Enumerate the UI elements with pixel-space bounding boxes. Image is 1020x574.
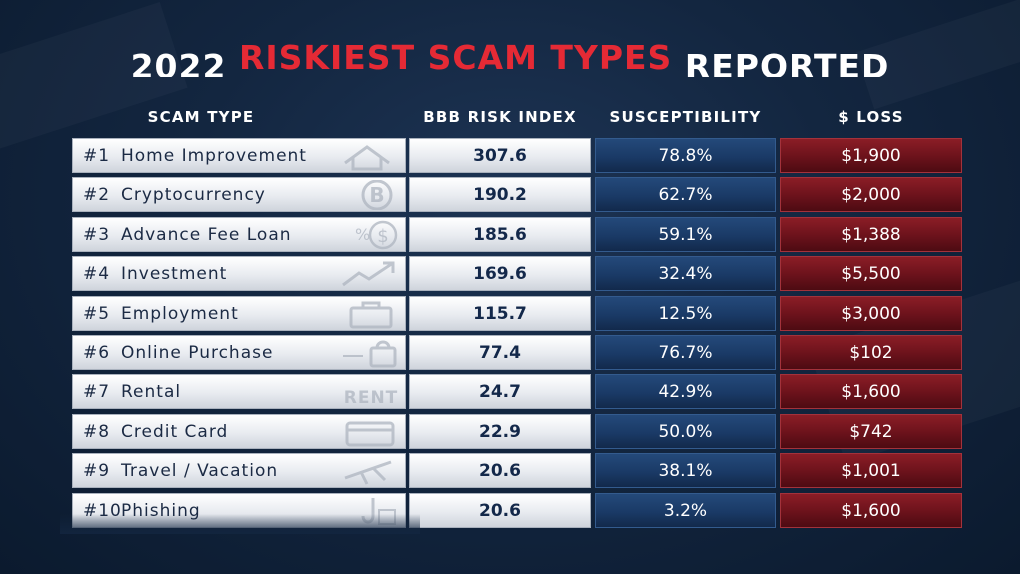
rank-label: #6 (83, 343, 111, 363)
header-loss: $ LOSS (838, 108, 904, 126)
susceptibility-cell: 76.7% (595, 335, 776, 370)
title-tail: REPORTED (684, 47, 890, 77)
scam-type-cell: #8 Credit Card (72, 413, 406, 449)
svg-text:B: B (369, 183, 384, 207)
credit-card-icon (337, 417, 401, 447)
header-risk-index: BBB RISK INDEX (423, 108, 577, 126)
loss-cell: $2,000 (780, 177, 962, 213)
rank-label: #3 (83, 224, 111, 245)
scam-type-label: Cryptocurrency (121, 185, 266, 206)
svg-text:%: % (355, 225, 370, 244)
scam-type-label: Home Improvement (121, 146, 307, 166)
susceptibility-cell: 38.1% (595, 453, 776, 489)
table-row: #1 Home Improvement 307.6 78.8% $1,900 (0, 138, 1020, 174)
susceptibility-cell: 50.0% (595, 413, 776, 449)
title-highlight: RISKIEST SCAM TYPES (238, 38, 673, 77)
chart-title: 2022 RISKIEST SCAM TYPES REPORTED (0, 38, 1020, 77)
scam-type-cell: #9 Travel / Vacation (72, 453, 406, 489)
loss-cell: $1,600 (780, 492, 962, 528)
susceptibility-cell: 59.1% (595, 216, 776, 252)
scam-type-cell: #6 Online Purchase (72, 335, 406, 370)
title-year: 2022 (130, 47, 227, 77)
svg-text:RENT: RENT (344, 388, 399, 407)
svg-text:$: $ (377, 226, 388, 247)
rank-label: #5 (83, 303, 111, 324)
table-row: #2 Cryptocurrency B 190.2 62.7% $2,000 (0, 177, 1020, 213)
susceptibility-cell: 78.8% (595, 138, 776, 173)
loss-cell: $1,900 (780, 138, 962, 173)
loss-cell: $3,000 (780, 295, 962, 331)
risk-index-cell: 185.6 (409, 216, 591, 252)
airplane-icon (337, 456, 401, 486)
risk-index-cell: 307.6 (409, 138, 591, 173)
rank-label: #9 (83, 461, 111, 482)
risk-index-cell: 77.4 (409, 335, 591, 370)
rent-sign-icon: RENT (337, 377, 401, 408)
risk-index-cell: 24.7 (409, 374, 591, 410)
scam-type-label: Investment (121, 264, 228, 285)
trend-up-icon (337, 259, 401, 289)
scam-type-cell: #3 Advance Fee Loan% $ (72, 216, 406, 252)
table-row: #3 Advance Fee Loan% $185.6 59.1% $1,388 (0, 216, 1020, 253)
risk-index-cell: 115.7 (409, 295, 591, 331)
risk-index-cell: 20.6 (409, 453, 591, 489)
risk-index-cell: 190.2 (409, 177, 591, 213)
loss-cell: $1,001 (780, 453, 962, 489)
table-row: #9 Travel / Vacation 20.6 38.1% $1,001 (0, 453, 1020, 489)
scam-type-label: Travel / Vacation (121, 461, 279, 482)
scam-type-label: Employment (121, 303, 239, 324)
rank-label: #8 (83, 421, 111, 442)
house-icon (337, 141, 401, 171)
table-row: #5 Employment 115.7 12.5% $3,000 (0, 295, 1020, 332)
header-scam-type: SCAM TYPE (147, 108, 255, 126)
susceptibility-cell: 12.5% (595, 295, 776, 331)
susceptibility-cell: 3.2% (595, 492, 776, 528)
loss-cell: $102 (780, 335, 962, 370)
susceptibility-cell: 32.4% (595, 256, 776, 292)
susceptibility-cell: 62.7% (595, 177, 776, 213)
scam-type-label: Online Purchase (121, 343, 274, 363)
briefcase-icon (337, 299, 401, 329)
loss-cell: $1,388 (780, 216, 962, 252)
loss-cell: $1,600 (780, 374, 962, 410)
risk-index-cell: 20.6 (409, 492, 591, 528)
bottom-fade-overlay (60, 514, 420, 534)
rank-label: #2 (83, 185, 111, 206)
table-row: #7 Rental RENT 24.7 42.9% $1,600 (0, 374, 1020, 410)
scam-type-cell: #5 Employment (72, 295, 406, 331)
bitcoin-icon: B (337, 179, 401, 211)
scam-type-label: Advance Fee Loan (121, 224, 292, 245)
table-row: #4 Investment 169.6 32.4% $5,500 (0, 256, 1020, 292)
table-row: #6 Online Purchase 77.4 76.7% $102 (0, 335, 1020, 371)
scam-type-cell: #7 Rental RENT (72, 374, 406, 410)
shopping-bag-icon (337, 338, 401, 368)
header-susceptibility: SUSCEPTIBILITY (609, 108, 762, 126)
rank-label: #7 (83, 382, 111, 403)
susceptibility-cell: 42.9% (595, 374, 776, 410)
money-icon: % $ (337, 220, 401, 250)
rank-label: #4 (83, 264, 111, 285)
scam-type-cell: #4 Investment (72, 256, 406, 292)
risk-index-cell: 22.9 (409, 413, 591, 449)
loss-cell: $5,500 (780, 256, 962, 292)
scam-type-label: Credit Card (121, 421, 229, 442)
scam-type-cell: #1 Home Improvement (72, 138, 406, 173)
scam-type-cell: #2 Cryptocurrency B (72, 177, 406, 213)
table-row: #8 Credit Card 22.9 50.0% $742 (0, 413, 1020, 450)
loss-cell: $742 (780, 413, 962, 449)
risk-index-cell: 169.6 (409, 256, 591, 292)
scam-type-label: Rental (121, 382, 182, 403)
rank-label: #1 (83, 146, 111, 166)
